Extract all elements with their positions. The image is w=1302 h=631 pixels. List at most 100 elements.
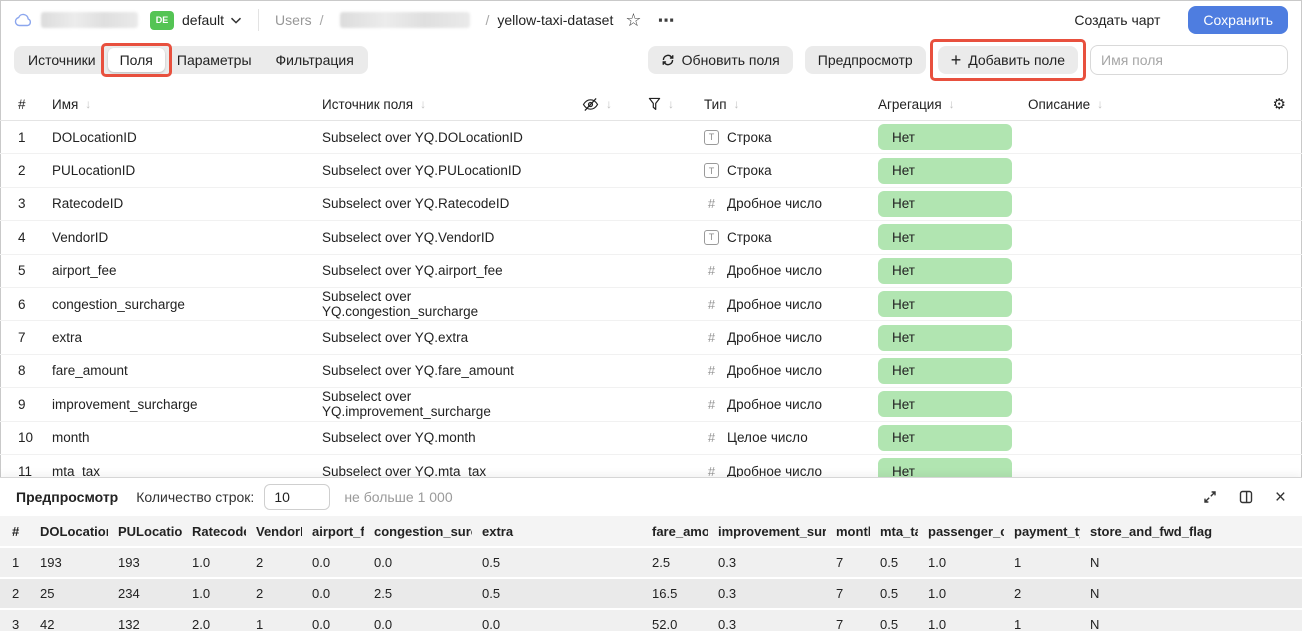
- aggregation-select[interactable]: Нет: [878, 357, 1012, 384]
- field-source[interactable]: Subselect over YQ.improvement_surcharge: [322, 389, 491, 420]
- column-header-hidden[interactable]: ↓: [570, 97, 628, 112]
- preview-column-header[interactable]: congestion_surcharge: [374, 523, 472, 539]
- aggregation-select[interactable]: Нет: [878, 458, 1012, 478]
- field-type[interactable]: # Дробное число: [692, 455, 870, 478]
- row-count-input[interactable]: [264, 484, 331, 510]
- field-filter-cell[interactable]: [628, 255, 692, 287]
- field-name[interactable]: DOLocationID: [52, 129, 137, 145]
- field-description[interactable]: [1016, 455, 1258, 478]
- field-filter-cell[interactable]: [628, 455, 692, 478]
- field-filter-cell[interactable]: [628, 422, 692, 454]
- field-hidden-cell[interactable]: [570, 221, 628, 253]
- field-type[interactable]: # Дробное число: [692, 321, 870, 353]
- sort-arrow-icon[interactable]: ↓: [85, 97, 92, 111]
- field-source[interactable]: Subselect over YQ.month: [322, 430, 476, 446]
- field-source[interactable]: Subselect over YQ.fare_amount: [322, 363, 514, 379]
- field-name[interactable]: PULocationID: [52, 163, 136, 179]
- field-description[interactable]: [1016, 388, 1258, 420]
- column-header-filter[interactable]: ↓: [628, 97, 692, 111]
- field-source[interactable]: Subselect over YQ.extra: [322, 330, 469, 346]
- tab-fields[interactable]: Поля: [100, 43, 173, 77]
- save-button[interactable]: Сохранить: [1188, 6, 1288, 34]
- aggregation-select[interactable]: Нет: [878, 291, 1012, 318]
- field-type[interactable]: # Дробное число: [692, 388, 870, 420]
- field-type[interactable]: # Дробное число: [692, 255, 870, 287]
- field-hidden-cell[interactable]: [570, 288, 628, 320]
- column-header-source[interactable]: Источник поля ↓: [310, 97, 570, 112]
- more-actions-icon[interactable]: ⋯: [657, 10, 676, 30]
- aggregation-select[interactable]: Нет: [878, 424, 1012, 451]
- column-header-aggregation[interactable]: Агрегация ↓: [870, 97, 1016, 112]
- field-source[interactable]: Subselect over YQ.PULocationID: [322, 163, 522, 179]
- close-icon[interactable]: ×: [1274, 486, 1286, 508]
- aggregation-select[interactable]: Нет: [878, 257, 1012, 284]
- field-description[interactable]: [1016, 355, 1258, 387]
- preview-column-header[interactable]: month: [836, 523, 870, 539]
- field-filter-cell[interactable]: [628, 188, 692, 220]
- field-type[interactable]: # Дробное число: [692, 288, 870, 320]
- field-name[interactable]: month: [52, 430, 90, 446]
- field-type[interactable]: # Целое число: [692, 422, 870, 454]
- preview-toggle-button[interactable]: Предпросмотр: [804, 46, 926, 74]
- field-source[interactable]: Subselect over YQ.RatecodeID: [322, 196, 510, 212]
- field-name[interactable]: extra: [52, 330, 83, 346]
- column-header-name[interactable]: Имя ↓: [40, 97, 310, 112]
- expand-icon[interactable]: [1203, 490, 1217, 504]
- field-hidden-cell[interactable]: [570, 154, 628, 186]
- table-settings-gear-icon[interactable]: ⚙: [1272, 96, 1286, 113]
- field-source[interactable]: Subselect over YQ.DOLocationID: [322, 129, 523, 145]
- field-hidden-cell[interactable]: [570, 422, 628, 454]
- field-name[interactable]: congestion_surcharge: [52, 296, 185, 312]
- aggregation-select[interactable]: Нет: [878, 190, 1012, 217]
- preview-column-header[interactable]: airport_fee: [312, 523, 364, 539]
- create-chart-button[interactable]: Создать чарт: [1068, 11, 1166, 29]
- aggregation-select[interactable]: Нет: [878, 224, 1012, 251]
- aggregation-select[interactable]: Нет: [878, 124, 1012, 151]
- field-filter-cell[interactable]: [628, 355, 692, 387]
- preview-column-header[interactable]: #: [12, 523, 20, 539]
- preview-column-header[interactable]: fare_amount: [652, 523, 708, 539]
- field-description[interactable]: [1016, 255, 1258, 287]
- tab-sources[interactable]: Источники: [16, 48, 108, 72]
- preview-column-header[interactable]: DOLocationID: [40, 523, 108, 539]
- field-description[interactable]: [1016, 221, 1258, 253]
- preview-column-header[interactable]: improvement_surcharge: [718, 523, 826, 539]
- field-filter-cell[interactable]: [628, 121, 692, 153]
- split-view-icon[interactable]: [1239, 490, 1253, 504]
- field-description[interactable]: [1016, 321, 1258, 353]
- sort-arrow-icon[interactable]: ↓: [1097, 97, 1104, 111]
- refresh-fields-button[interactable]: Обновить поля: [647, 46, 793, 74]
- sort-arrow-icon[interactable]: ↓: [733, 97, 740, 111]
- environment-name[interactable]: default: [182, 12, 225, 28]
- field-description[interactable]: [1016, 154, 1258, 186]
- aggregation-select[interactable]: Нет: [878, 157, 1012, 184]
- field-filter-cell[interactable]: [628, 388, 692, 420]
- field-hidden-cell[interactable]: [570, 455, 628, 478]
- field-name[interactable]: airport_fee: [52, 263, 117, 279]
- field-name[interactable]: mta_tax: [52, 463, 101, 478]
- field-source[interactable]: Subselect over YQ.airport_fee: [322, 263, 503, 279]
- field-type[interactable]: T Строка: [692, 154, 870, 186]
- tab-parameters[interactable]: Параметры: [165, 48, 264, 72]
- field-type[interactable]: # Дробное число: [692, 188, 870, 220]
- field-hidden-cell[interactable]: [570, 355, 628, 387]
- preview-column-header[interactable]: PULocationID: [118, 523, 182, 539]
- aggregation-select[interactable]: Нет: [878, 324, 1012, 351]
- field-hidden-cell[interactable]: [570, 255, 628, 287]
- preview-column-header[interactable]: passenger_count: [928, 523, 1004, 539]
- field-hidden-cell[interactable]: [570, 121, 628, 153]
- favorite-star-icon[interactable]: ☆: [625, 10, 642, 30]
- field-name-search-input[interactable]: [1090, 45, 1288, 75]
- preview-column-header[interactable]: VendorID: [256, 523, 302, 539]
- field-filter-cell[interactable]: [628, 321, 692, 353]
- field-type[interactable]: # Дробное число: [692, 355, 870, 387]
- field-name[interactable]: VendorID: [52, 229, 109, 245]
- field-source[interactable]: Subselect over YQ.mta_tax: [322, 463, 487, 478]
- field-name[interactable]: improvement_surcharge: [52, 396, 198, 412]
- field-filter-cell[interactable]: [628, 288, 692, 320]
- sort-arrow-icon[interactable]: ↓: [606, 97, 612, 111]
- field-type[interactable]: T Строка: [692, 221, 870, 253]
- field-hidden-cell[interactable]: [570, 321, 628, 353]
- field-source[interactable]: Subselect over YQ.congestion_surcharge: [322, 289, 479, 320]
- preview-column-header[interactable]: mta_tax: [880, 523, 918, 539]
